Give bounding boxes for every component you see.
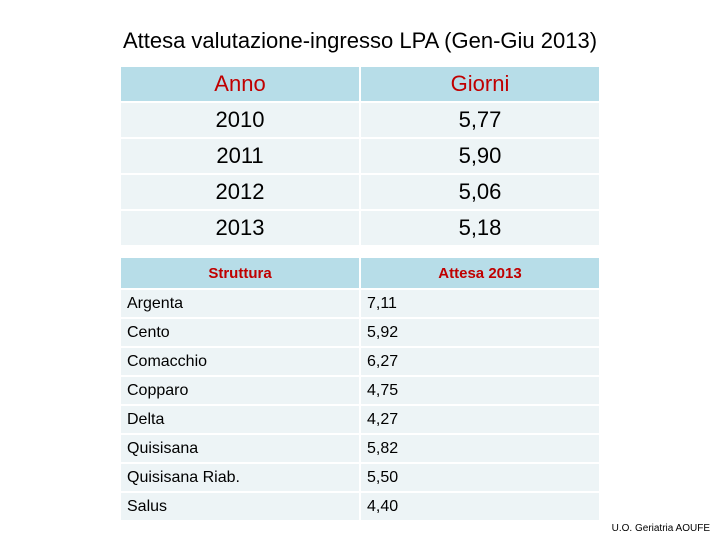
table-header-row: Anno Giorni <box>121 67 601 103</box>
wait-cell: 4,27 <box>361 406 601 435</box>
days-cell: 5,18 <box>361 211 601 247</box>
days-cell: 5,77 <box>361 103 601 139</box>
wait-cell: 4,75 <box>361 377 601 406</box>
year-cell: 2013 <box>121 211 361 247</box>
wait-cell: 7,11 <box>361 290 601 319</box>
table-row: 2013 5,18 <box>121 211 601 247</box>
table-row: 2011 5,90 <box>121 139 601 175</box>
header-attesa: Attesa 2013 <box>361 258 601 290</box>
footer-credit: U.O. Geriatria AOUFE <box>611 523 710 534</box>
table-row: Quisisana 5,82 <box>121 435 601 464</box>
structure-cell: Cento <box>121 319 361 348</box>
structure-cell: Copparo <box>121 377 361 406</box>
table-row: Cento 5,92 <box>121 319 601 348</box>
table-row: 2012 5,06 <box>121 175 601 211</box>
days-cell: 5,06 <box>361 175 601 211</box>
header-struttura: Struttura <box>121 258 361 290</box>
structure-cell: Quisisana Riab. <box>121 464 361 493</box>
structure-cell: Argenta <box>121 290 361 319</box>
table-header-row: Struttura Attesa 2013 <box>121 258 601 290</box>
yearly-wait-table: Anno Giorni 2010 5,77 2011 5,90 2012 5,0… <box>121 67 601 247</box>
header-anno: Anno <box>121 67 361 103</box>
wait-cell: 6,27 <box>361 348 601 377</box>
structure-cell: Quisisana <box>121 435 361 464</box>
header-giorni: Giorni <box>361 67 601 103</box>
wait-cell: 4,40 <box>361 493 601 522</box>
structure-cell: Delta <box>121 406 361 435</box>
wait-cell: 5,82 <box>361 435 601 464</box>
table-row: Comacchio 6,27 <box>121 348 601 377</box>
page-title: Attesa valutazione-ingresso LPA (Gen-Giu… <box>122 28 598 53</box>
year-cell: 2010 <box>121 103 361 139</box>
wait-cell: 5,92 <box>361 319 601 348</box>
table-row: Argenta 7,11 <box>121 290 601 319</box>
wait-cell: 5,50 <box>361 464 601 493</box>
days-cell: 5,90 <box>361 139 601 175</box>
structure-cell: Comacchio <box>121 348 361 377</box>
structure-cell: Salus <box>121 493 361 522</box>
table-row: 2010 5,77 <box>121 103 601 139</box>
table-row: Delta 4,27 <box>121 406 601 435</box>
year-cell: 2012 <box>121 175 361 211</box>
table-row: Quisisana Riab. 5,50 <box>121 464 601 493</box>
table-row: Copparo 4,75 <box>121 377 601 406</box>
table-row: Salus 4,40 <box>121 493 601 522</box>
year-cell: 2011 <box>121 139 361 175</box>
structure-wait-table: Struttura Attesa 2013 Argenta 7,11 Cento… <box>121 258 601 522</box>
